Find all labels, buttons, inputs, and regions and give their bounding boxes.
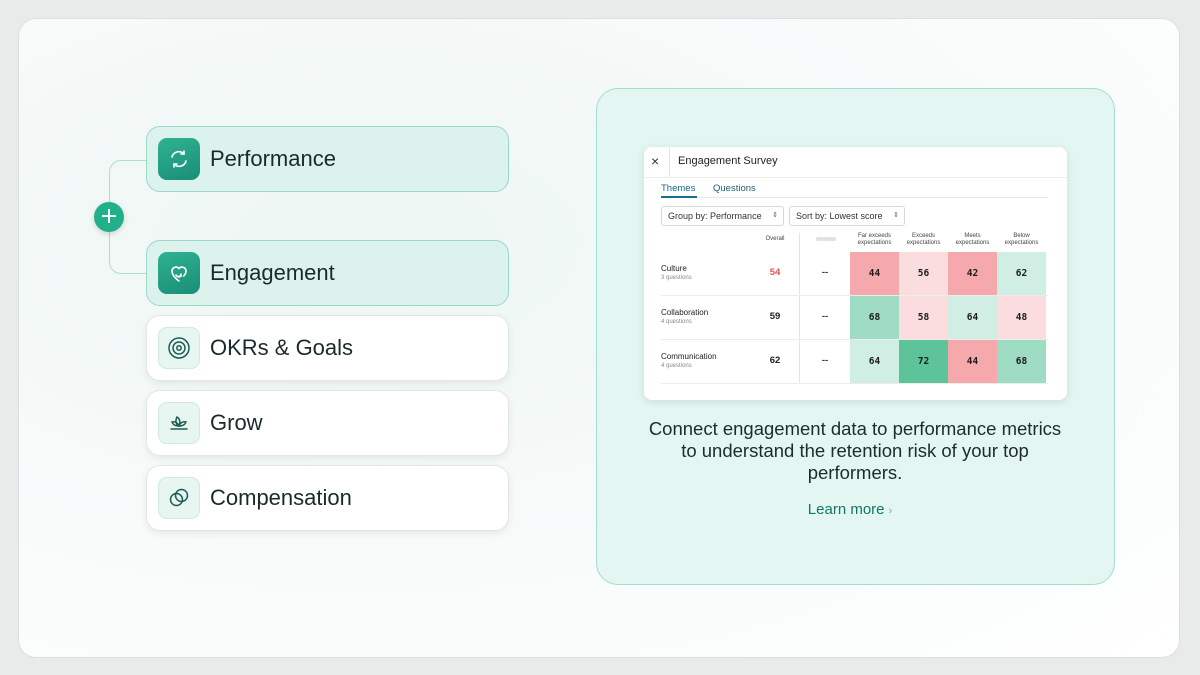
group-by-value: Performance <box>710 211 762 221</box>
placeholder-bar <box>816 237 836 241</box>
column-header-line: expectations <box>857 240 892 246</box>
sort-by-value: Lowest score <box>829 211 883 221</box>
score-cell: 56 <box>899 252 948 295</box>
column-header-line: Exceeds <box>911 233 935 239</box>
score-cell: 44 <box>850 252 899 295</box>
column-header-line: Below <box>1013 233 1030 239</box>
score-cell: 44 <box>948 340 997 383</box>
coins-icon <box>158 477 200 519</box>
survey-header: × Engagement Survey <box>644 147 1067 178</box>
product-card-okrs-goals[interactable]: OKRs & Goals <box>146 315 509 381</box>
tab-questions[interactable]: Questions <box>713 183 756 194</box>
score-cell: 62 <box>997 252 1046 295</box>
feature-description: Connect engagement data to performance m… <box>648 418 1062 483</box>
updown-icon: ⇕ <box>893 212 899 219</box>
product-card-label: Grow <box>210 410 263 435</box>
active-tab-indicator <box>661 196 697 198</box>
table-bottom-border <box>661 383 1048 384</box>
product-card-performance[interactable]: Performance <box>146 126 509 192</box>
survey-title: Engagement Survey <box>678 155 778 167</box>
product-card-label: Performance <box>210 146 336 171</box>
product-card-label: Compensation <box>210 485 352 510</box>
target-icon <box>158 327 200 369</box>
product-card-engagement[interactable]: Engagement <box>146 240 509 306</box>
row-divider <box>661 339 1048 340</box>
column-header-line: Meets <box>964 233 981 239</box>
product-card-label: Engagement <box>210 260 335 285</box>
cycle-arrows-icon <box>158 138 200 180</box>
header-divider <box>669 147 670 177</box>
row-theme-name[interactable]: Collaboration <box>661 308 709 317</box>
product-card-compensation[interactable]: Compensation <box>146 465 509 531</box>
row-theme-name[interactable]: Communication <box>661 352 717 361</box>
row-empty-value: -- <box>821 355 829 366</box>
score-cell: 68 <box>850 296 899 339</box>
column-header-line: expectations <box>906 240 941 246</box>
row-question-count: 3 questions <box>661 275 692 281</box>
column-header-rating: Exceeds expectations <box>899 233 948 247</box>
row-question-count: 4 questions <box>661 363 692 369</box>
score-cell: 58 <box>899 296 948 339</box>
score-cell: 42 <box>948 252 997 295</box>
score-cell: 68 <box>997 340 1046 383</box>
learn-more-link[interactable]: Learn more › <box>790 501 910 518</box>
row-overall-score: 59 <box>769 311 781 322</box>
learn-more-label: Learn more <box>807 501 885 518</box>
group-by-label: Group by: <box>668 211 708 221</box>
close-icon[interactable]: × <box>651 153 660 169</box>
column-header-line: expectations <box>1004 240 1039 246</box>
chevron-right-icon: › <box>888 505 893 517</box>
updown-icon: ⇕ <box>772 212 778 219</box>
score-cell: 64 <box>948 296 997 339</box>
sort-by-select[interactable]: Sort by: Lowest score ⇕ <box>789 206 905 226</box>
score-cell: 64 <box>850 340 899 383</box>
score-cell: 72 <box>899 340 948 383</box>
row-overall-score: 62 <box>769 355 781 366</box>
tabs-divider <box>661 197 1048 198</box>
column-divider <box>799 233 800 383</box>
column-header-rating: Below expectations <box>997 233 1046 247</box>
row-empty-value: -- <box>821 267 829 278</box>
row-empty-value: -- <box>821 311 829 322</box>
add-button[interactable]: + <box>94 202 124 232</box>
sort-by-label: Sort by: <box>796 211 828 221</box>
heart-refresh-icon <box>158 252 200 294</box>
row-question-count: 4 questions <box>661 319 692 325</box>
column-header-line: expectations <box>955 240 990 246</box>
product-card-grow[interactable]: Grow <box>146 390 509 456</box>
tab-themes[interactable]: Themes <box>661 183 696 194</box>
sprout-icon <box>158 402 200 444</box>
row-theme-name[interactable]: Culture <box>661 264 687 273</box>
group-by-select[interactable]: Group by: Performance ⇕ <box>661 206 784 226</box>
row-overall-score: 54 <box>769 267 781 278</box>
engagement-survey-window: × Engagement Survey Themes Questions Gro… <box>644 147 1067 400</box>
score-cell: 48 <box>997 296 1046 339</box>
column-header-line: Far exceeds <box>857 233 891 239</box>
column-header-rating: Far exceeds expectations <box>850 233 899 247</box>
product-card-label: OKRs & Goals <box>210 335 354 360</box>
row-divider <box>661 295 1048 296</box>
column-overall: Overall <box>765 236 785 242</box>
column-header-rating: Meets expectations <box>948 233 997 247</box>
